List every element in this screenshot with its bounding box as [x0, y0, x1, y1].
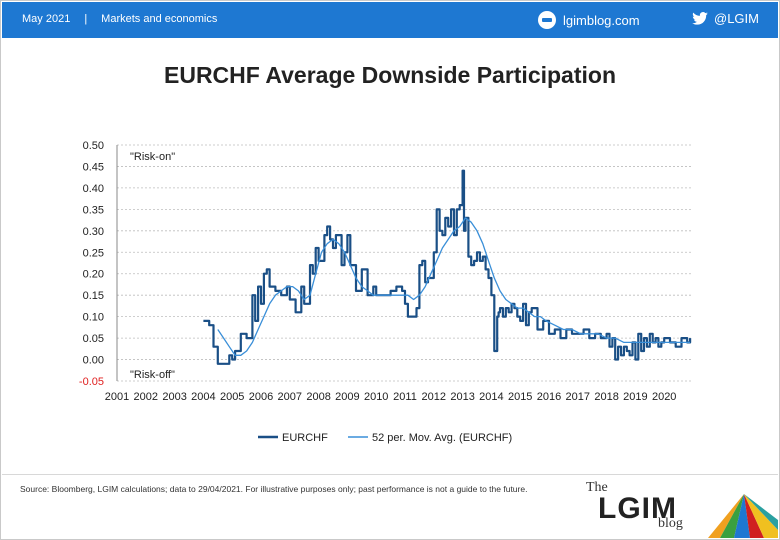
series-line-eurchf [203, 169, 692, 365]
x-tick-label: 2002 [134, 391, 158, 403]
annotation-risk-on: "Risk-on" [130, 151, 175, 163]
y-tick-label: 0.10 [83, 312, 104, 324]
header-meta: May 2021 | Markets and economics [22, 13, 217, 25]
header-separator: | [84, 13, 88, 25]
chart-title: EURCHF Average Downside Participation [164, 62, 616, 88]
x-tick-label: 2017 [566, 391, 590, 403]
x-tick-label: 2016 [537, 391, 561, 403]
chart-legend: EURCHF 52 per. Mov. Avg. (EURCHF) [258, 432, 512, 444]
twitter-link[interactable]: @LGIM [692, 11, 759, 26]
header-date: May 2021 [22, 13, 71, 25]
y-tick-label: 0.05 [83, 333, 104, 345]
x-tick-label: 2012 [422, 391, 446, 403]
y-tick-label: 0.40 [83, 183, 104, 195]
chart-grid [116, 144, 693, 382]
twitter-handle: @LGIM [714, 11, 759, 26]
logo-the: The [586, 480, 608, 495]
x-tick-label: 2020 [652, 391, 676, 403]
y-tick-label: 0.50 [83, 140, 104, 152]
annotation-risk-off: "Risk-off" [130, 369, 175, 381]
footer-divider [2, 474, 778, 475]
x-tick-label: 2010 [364, 391, 388, 403]
y-tick-label: -0.05 [79, 376, 104, 388]
x-tick-label: 2018 [594, 391, 618, 403]
series-line-moving-average [217, 217, 691, 356]
x-tick-label: 2009 [335, 391, 359, 403]
source-note: Source: Bloomberg, LGIM calculations; da… [20, 484, 528, 494]
header-section[interactable]: Markets and economics [101, 13, 218, 25]
chart-annotations: "Risk-on" "Risk-off" [130, 151, 175, 381]
x-tick-label: 2001 [105, 391, 129, 403]
website-icon [538, 11, 556, 29]
x-tick-label: 2019 [623, 391, 647, 403]
header-bar: May 2021 | Markets and economics lgimblog.… [2, 2, 778, 38]
chart-series [203, 169, 692, 365]
y-axis-ticks: 0.50 0.45 0.40 0.35 0.30 0.25 0.20 0.15 0.10 0.05… [79, 140, 104, 388]
x-tick-label: 2013 [450, 391, 474, 403]
site-link[interactable]: lgimblog.com [538, 11, 640, 29]
legend-label-moving-average: 52 per. Mov. Avg. (EURCHF) [372, 432, 512, 444]
y-tick-label: 0.35 [83, 204, 104, 216]
x-tick-label: 2015 [508, 391, 532, 403]
x-tick-label: 2003 [162, 391, 186, 403]
y-tick-label: 0.25 [83, 247, 104, 259]
chart-area: 0.50 0.45 0.40 0.35 0.30 0.25 0.20 0.15 0.10 0.05… [79, 140, 693, 444]
x-axis-ticks: 2001 2002 2003 2004 2005 2006 2007 2008 2009 2010… [105, 391, 677, 403]
y-tick-label: 0.45 [83, 161, 104, 173]
x-tick-label: 2006 [249, 391, 273, 403]
x-tick-label: 2014 [479, 391, 503, 403]
x-tick-label: 2005 [220, 391, 244, 403]
logo-blog: blog [658, 516, 683, 531]
logo-lgim: LGIM [598, 492, 677, 525]
x-tick-label: 2008 [306, 391, 330, 403]
x-tick-label: 2004 [191, 391, 215, 403]
twitter-icon [692, 12, 708, 25]
y-tick-label: 0.15 [83, 290, 104, 302]
y-tick-label: 0.00 [83, 355, 104, 367]
y-tick-label: 0.20 [83, 269, 104, 281]
x-tick-label: 2007 [278, 391, 302, 403]
umbrella-icon [708, 494, 778, 538]
y-tick-label: 0.30 [83, 226, 104, 238]
site-label: lgimblog.com [563, 12, 640, 28]
legend-label-eurchf: EURCHF [282, 432, 328, 444]
x-tick-label: 2011 [393, 391, 417, 403]
